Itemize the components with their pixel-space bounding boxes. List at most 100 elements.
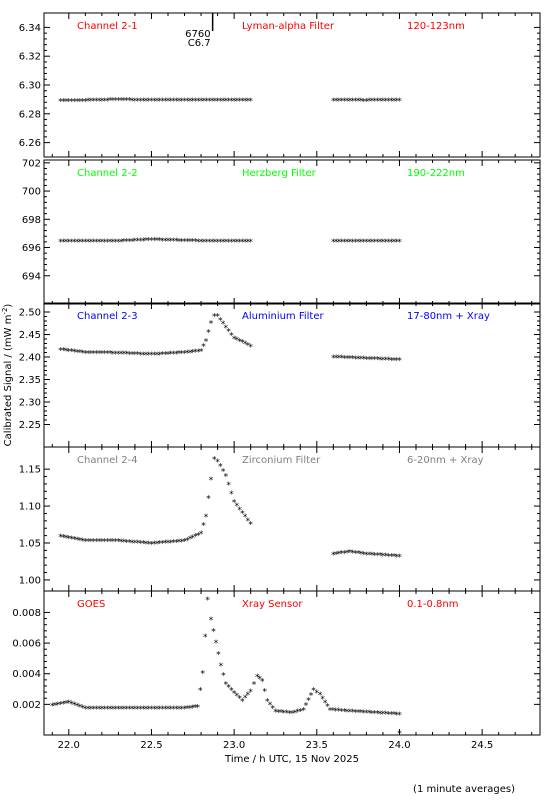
- data-point: *: [108, 538, 113, 548]
- data-point: *: [122, 97, 127, 107]
- data-point: *: [372, 238, 377, 248]
- data-point: *: [157, 705, 162, 715]
- data-point: *: [394, 711, 399, 721]
- data-point: *: [91, 538, 96, 548]
- data-point: *: [177, 350, 182, 360]
- data-point: *: [198, 687, 203, 697]
- data-point: *: [100, 97, 105, 107]
- data-point: *: [359, 550, 364, 560]
- y-tick-label: 1.00: [19, 575, 41, 586]
- data-point: *: [206, 328, 211, 338]
- data-point: *: [152, 97, 157, 107]
- data-point: *: [102, 538, 107, 548]
- data-point: *: [138, 705, 143, 715]
- data-point: *: [58, 700, 63, 710]
- data-point: *: [331, 238, 336, 248]
- data-point: *: [160, 237, 165, 247]
- data-point: *: [124, 350, 129, 360]
- data-point: *: [122, 538, 127, 548]
- data-point: *: [342, 708, 347, 718]
- data-point: *: [94, 350, 99, 360]
- data-point: *: [348, 97, 353, 107]
- data-point: *: [301, 706, 306, 716]
- data-point: *: [204, 97, 209, 107]
- data-point: *: [185, 536, 190, 546]
- y-tick-label: 698: [22, 215, 41, 226]
- data-point: *: [135, 705, 140, 715]
- data-point: *: [367, 97, 372, 107]
- data-point: *: [248, 688, 253, 698]
- data-point: *: [83, 705, 88, 715]
- data-point: *: [240, 339, 245, 349]
- data-point: *: [207, 97, 212, 107]
- data-point: *: [152, 705, 157, 715]
- data-point: *: [353, 708, 358, 718]
- data-point: *: [122, 350, 127, 360]
- data-point: *: [64, 534, 69, 544]
- data-point: *: [215, 458, 220, 468]
- data-point: *: [119, 97, 124, 107]
- data-point: *: [67, 699, 72, 709]
- data-point: *: [337, 550, 342, 560]
- data-point: *: [397, 729, 402, 739]
- data-point: *: [100, 705, 105, 715]
- data-point: *: [240, 509, 245, 519]
- data-point: *: [290, 710, 295, 720]
- data-point: *: [364, 97, 369, 107]
- data-point: *: [214, 639, 219, 649]
- data-point: *: [163, 97, 168, 107]
- data-point: *: [378, 97, 383, 107]
- data-point: *: [246, 97, 251, 107]
- data-point: *: [370, 551, 375, 561]
- data-point: *: [383, 238, 388, 248]
- data-point: *: [392, 238, 397, 248]
- data-point: *: [144, 237, 149, 247]
- data-point: *: [361, 97, 366, 107]
- data-point: *: [155, 237, 160, 247]
- y-tick-label: 696: [22, 243, 41, 254]
- data-point: *: [232, 238, 237, 248]
- data-point: *: [389, 711, 394, 721]
- data-point: *: [122, 238, 127, 248]
- data-point: *: [174, 237, 179, 247]
- x-tick-label: 22.5: [140, 740, 162, 751]
- data-point: *: [122, 705, 127, 715]
- data-point: *: [232, 335, 237, 345]
- data-point: *: [182, 538, 187, 548]
- data-point: *: [243, 694, 248, 704]
- data-point: *: [205, 596, 210, 606]
- data-point: *: [370, 355, 375, 365]
- data-point: *: [149, 540, 154, 550]
- data-point: *: [206, 495, 211, 505]
- data-point: *: [392, 553, 397, 563]
- data-point: *: [232, 97, 237, 107]
- data-point: *: [166, 539, 171, 549]
- data-point: *: [276, 708, 281, 718]
- data-point: *: [342, 97, 347, 107]
- data-point: *: [240, 697, 245, 707]
- data-point: *: [359, 355, 364, 365]
- panel-channel-label: GOES: [77, 599, 105, 610]
- data-point: *: [381, 238, 386, 248]
- data-point: *: [116, 538, 121, 548]
- data-point: *: [149, 97, 154, 107]
- data-point: *: [342, 354, 347, 364]
- data-point: *: [146, 705, 151, 715]
- x-tick-label: 23.5: [306, 740, 328, 751]
- data-point: *: [273, 708, 278, 718]
- data-point: *: [243, 340, 248, 350]
- data-point: *: [394, 356, 399, 366]
- panel-frame: [43, 446, 541, 592]
- data-point: *: [64, 238, 69, 248]
- data-point: *: [348, 708, 353, 718]
- data-point: *: [339, 97, 344, 107]
- data-point: *: [50, 702, 55, 712]
- data-point: *: [171, 705, 176, 715]
- data-point: *: [350, 549, 355, 559]
- data-point: *: [177, 705, 182, 715]
- data-point: *: [138, 351, 143, 361]
- data-point: *: [171, 350, 176, 360]
- data-point: *: [180, 97, 185, 107]
- data-point: *: [334, 550, 339, 560]
- data-point: *: [152, 237, 157, 247]
